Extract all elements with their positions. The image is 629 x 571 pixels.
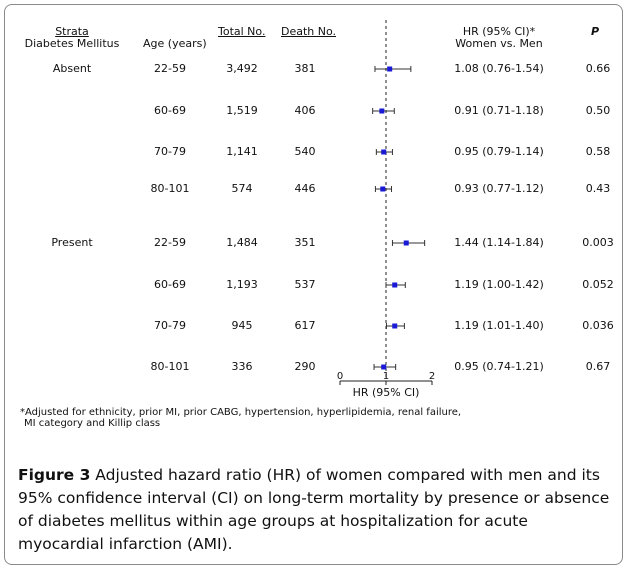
header-strata: Strata <box>55 25 89 38</box>
cell-p-value: 0.50 <box>585 104 611 117</box>
cell-hr-text: 0.93 (0.77-1.12) <box>454 182 544 195</box>
x-tick-label: 0 <box>337 371 343 382</box>
hr-point-marker <box>381 364 387 370</box>
caption-text: Adjusted hazard ratio (HR) of women comp… <box>18 466 610 553</box>
cell-hr-text: 1.19 (1.00-1.42) <box>454 278 544 291</box>
header-diabetes: Diabetes Mellitus <box>24 37 120 50</box>
cell-death: 381 <box>294 62 316 75</box>
cell-death: 617 <box>294 319 316 332</box>
cell-p-value: 0.58 <box>585 145 611 158</box>
figure-frame <box>4 4 623 565</box>
forest-plot: 0 1 2 HR (95% CI) <box>337 20 435 399</box>
cell-hr-text: 0.95 (0.79-1.14) <box>454 145 544 158</box>
cell-death: 406 <box>294 104 316 117</box>
hr-point-marker <box>387 66 393 72</box>
cell-age: 22-59 <box>154 236 186 249</box>
cell-group: Absent <box>52 62 92 75</box>
x-axis-label: HR (95% CI) <box>353 386 420 399</box>
cell-p-value: 0.43 <box>585 182 611 195</box>
cell-death: 351 <box>294 236 316 249</box>
hr-point-marker <box>392 323 398 329</box>
cell-total: 1,141 <box>226 145 258 158</box>
cell-total: 574 <box>231 182 253 195</box>
cell-p-value: 0.036 <box>582 319 614 332</box>
cell-total: 1,484 <box>226 236 258 249</box>
cell-total: 1,193 <box>226 278 258 291</box>
figure-caption: Figure 3 Adjusted hazard ratio (HR) of w… <box>18 464 614 556</box>
header-death: Death No. <box>281 25 337 38</box>
header-hr-line2: Women vs. Men <box>455 37 543 50</box>
footnote-line-1: *Adjusted for ethnicity, prior MI, prior… <box>20 407 462 418</box>
header-age: Age (years) <box>143 37 207 50</box>
forest-plot-figure: Strata Diabetes Mellitus Age (years) Tot… <box>24 20 614 399</box>
cell-death: 537 <box>294 278 316 291</box>
cell-age: 80-101 <box>150 182 190 195</box>
header-p: P <box>591 25 600 38</box>
cell-p-value: 0.003 <box>582 236 614 249</box>
footnote: *Adjusted for ethnicity, prior MI, prior… <box>20 407 580 429</box>
cell-age: 80-101 <box>150 360 190 373</box>
cell-age: 60-69 <box>154 278 186 291</box>
cell-age: 70-79 <box>154 145 186 158</box>
hr-point-marker <box>380 186 386 192</box>
x-tick-label: 2 <box>429 371 435 382</box>
footnote-line-2: MI category and Killip class <box>24 418 161 429</box>
cell-p-value: 0.66 <box>585 62 611 75</box>
cell-hr-text: 1.08 (0.76-1.54) <box>454 62 544 75</box>
cell-age: 60-69 <box>154 104 186 117</box>
cell-hr-text: 0.91 (0.71-1.18) <box>454 104 544 117</box>
x-tick-label: 1 <box>383 371 389 382</box>
cell-total: 3,492 <box>226 62 258 75</box>
cell-death: 446 <box>294 182 316 195</box>
hr-point-marker <box>379 108 385 114</box>
header-hr-line1: HR (95% CI)* <box>462 25 536 38</box>
hr-point-marker <box>381 149 387 155</box>
hr-point-marker <box>403 240 409 246</box>
cell-age: 22-59 <box>154 62 186 75</box>
cell-death: 540 <box>294 145 316 158</box>
cell-group: Present <box>51 236 93 249</box>
header-total: Total No. <box>218 25 266 38</box>
cell-total: 1,519 <box>226 104 258 117</box>
cell-total: 945 <box>231 319 253 332</box>
cell-hr-text: 0.95 (0.74-1.21) <box>454 360 544 373</box>
hr-point-marker <box>392 282 398 288</box>
caption-label: Figure 3 <box>18 466 91 484</box>
cell-p-value: 0.67 <box>585 360 611 373</box>
cell-death: 290 <box>294 360 316 373</box>
cell-hr-text: 1.19 (1.01-1.40) <box>454 319 544 332</box>
cell-p-value: 0.052 <box>582 278 614 291</box>
cell-hr-text: 1.44 (1.14-1.84) <box>454 236 544 249</box>
cell-total: 336 <box>231 360 253 373</box>
cell-age: 70-79 <box>154 319 186 332</box>
